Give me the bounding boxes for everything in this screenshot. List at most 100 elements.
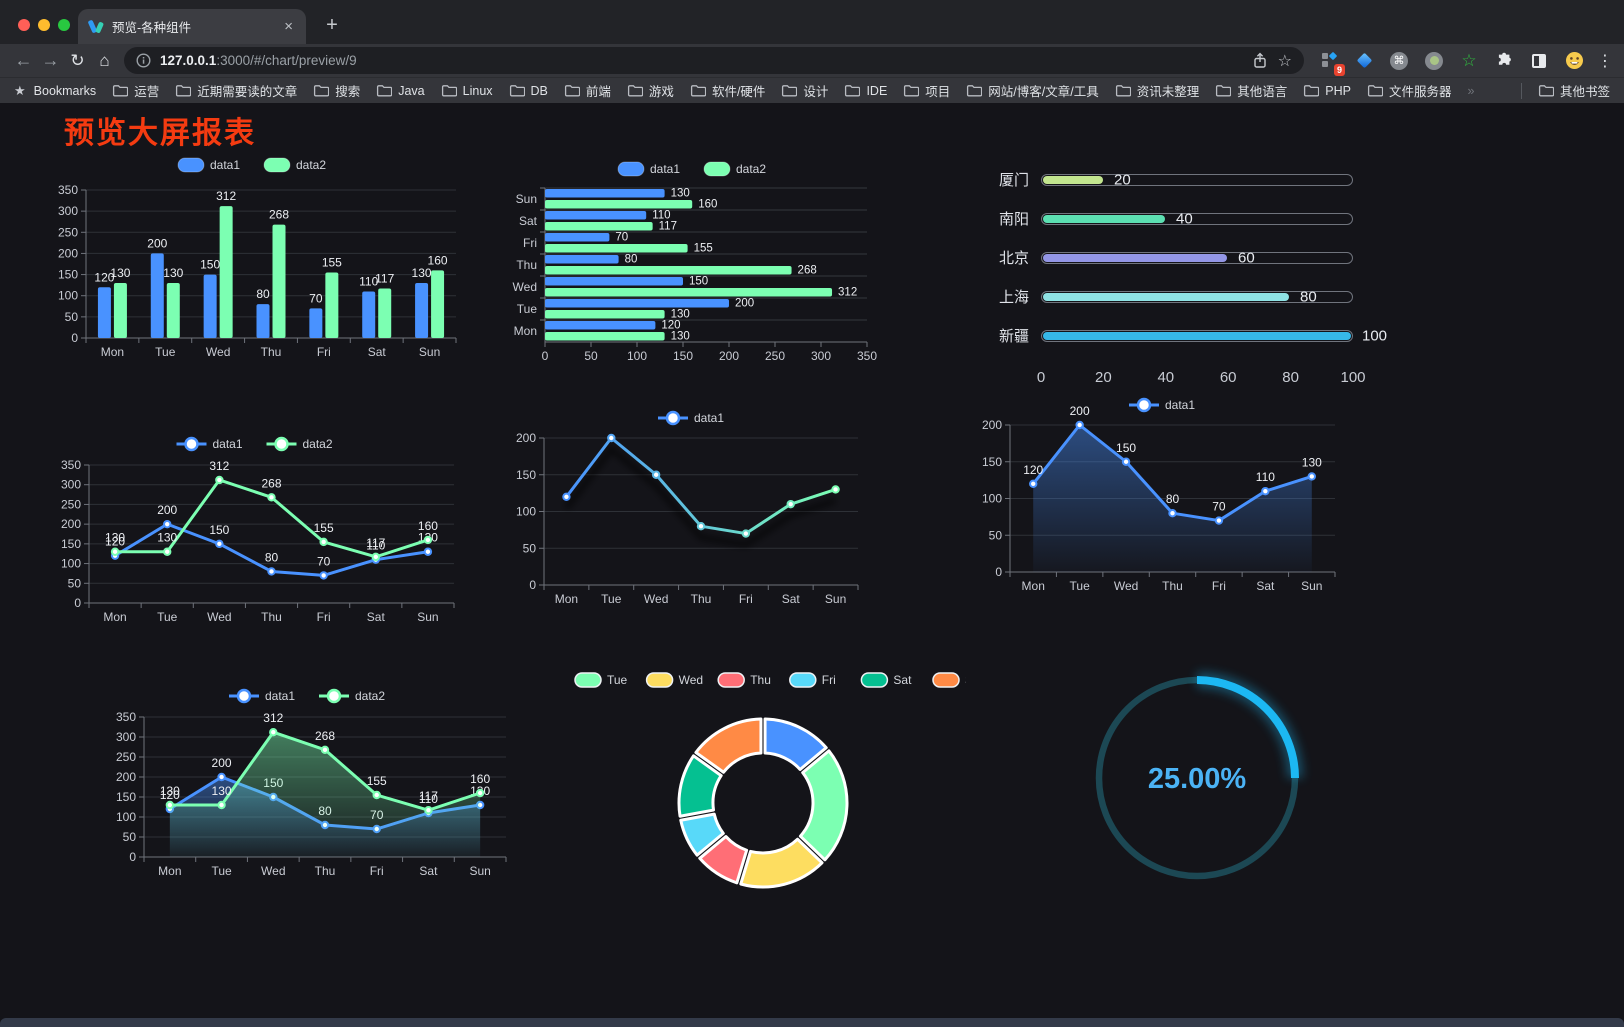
bookmark-folder[interactable]: 其他语言 bbox=[1215, 81, 1287, 100]
tab-close-icon[interactable]: × bbox=[284, 18, 293, 35]
capsule-category-label: 厦门 bbox=[998, 172, 1029, 189]
pie-slice-wed[interactable] bbox=[739, 837, 824, 889]
svg-text:250: 250 bbox=[116, 750, 136, 764]
pie-slice-tue[interactable] bbox=[798, 749, 849, 862]
svg-text:130: 130 bbox=[671, 309, 690, 321]
svg-text:Sat: Sat bbox=[367, 610, 386, 624]
legend-item[interactable]: Wed bbox=[645, 672, 703, 688]
bookmark-folder[interactable]: 资讯未整理 bbox=[1115, 81, 1199, 100]
svg-text:Wed: Wed bbox=[261, 864, 285, 878]
back-button[interactable]: ← bbox=[14, 50, 33, 70]
browser-menu-icon[interactable]: ⋮ bbox=[1597, 52, 1614, 70]
legend-item[interactable]: Fri bbox=[789, 672, 836, 688]
bookmark-folder[interactable]: 文件服务器 bbox=[1367, 81, 1451, 100]
bookmark-star-icon[interactable]: ☆ bbox=[1277, 52, 1292, 70]
bookmarks-overflow-chevron[interactable]: » bbox=[1467, 83, 1475, 98]
legend-item[interactable]: Tue bbox=[574, 672, 628, 688]
svg-text:Wed: Wed bbox=[513, 280, 537, 294]
legend-item[interactable]: Thu bbox=[717, 672, 771, 688]
legend-item[interactable]: data1 bbox=[176, 436, 243, 452]
svg-text:150: 150 bbox=[61, 537, 81, 551]
legend-item[interactable]: data2 bbox=[319, 688, 385, 704]
legend-item[interactable]: data1 bbox=[229, 688, 295, 704]
pie-slice-thu[interactable] bbox=[698, 835, 749, 885]
contrast-extension-icon[interactable] bbox=[1528, 50, 1550, 72]
grouped-horizontal-bar-chart: data1 data2 0 50 100 150 200 250 300 350 Sun 130 160… bbox=[495, 152, 895, 383]
close-window-button[interactable] bbox=[18, 19, 30, 31]
bookmark-folder[interactable]: 前端 bbox=[564, 81, 611, 100]
share-icon[interactable] bbox=[1252, 52, 1268, 69]
bookmark-folder[interactable]: 项目 bbox=[903, 81, 950, 100]
bookmark-folder[interactable]: Linux bbox=[441, 84, 493, 98]
legend-item[interactable]: data1 bbox=[658, 410, 724, 426]
legend-item[interactable]: Sun bbox=[932, 672, 986, 688]
pie-slice-fri[interactable] bbox=[679, 812, 725, 857]
bookmark-folder[interactable]: 近期需要读的文章 bbox=[175, 81, 297, 100]
svg-text:data1: data1 bbox=[210, 158, 240, 172]
bookmarks-star-icon[interactable]: ★ bbox=[14, 82, 26, 98]
legend-item[interactable]: data2 bbox=[263, 157, 326, 173]
other-bookmarks-folder[interactable]: 其他书签 bbox=[1538, 81, 1610, 100]
gem-extension-icon[interactable] bbox=[1353, 50, 1375, 72]
page-title: 预览大屏报表 bbox=[64, 117, 256, 150]
forward-button[interactable]: → bbox=[41, 50, 60, 70]
svg-text:data1: data1 bbox=[265, 689, 295, 703]
new-tab-button[interactable]: + bbox=[326, 14, 338, 36]
command-extension-icon[interactable]: ⌘ bbox=[1388, 50, 1410, 72]
address-bar[interactable]: 127.0.0.1:3000/#/chart/preview/9 ☆ bbox=[124, 47, 1304, 74]
svg-text:0: 0 bbox=[129, 850, 136, 864]
two-series-line-chart: data1 data2 0 50 100 150 200 250 300 350 Mon Tue Wed… bbox=[45, 428, 470, 651]
bookmark-folder[interactable]: 搜索 bbox=[313, 81, 360, 100]
bookmark-folder[interactable]: 运营 bbox=[112, 81, 159, 100]
svg-text:250: 250 bbox=[765, 349, 785, 363]
capsule-value: 60 bbox=[1238, 249, 1255, 266]
bookmark-folder-label: DB bbox=[530, 83, 548, 98]
bookmark-folder[interactable]: DB bbox=[509, 84, 548, 98]
legend-item[interactable]: data2 bbox=[266, 436, 333, 452]
svg-text:160: 160 bbox=[428, 253, 448, 267]
pie-slice-sat[interactable] bbox=[677, 754, 723, 818]
legend-item[interactable]: data1 bbox=[1129, 397, 1195, 413]
minimize-window-button[interactable] bbox=[38, 19, 50, 31]
pie-slice-mon[interactable] bbox=[763, 717, 828, 771]
pie-slice-sun[interactable] bbox=[694, 717, 763, 774]
browser-tab[interactable]: 预览-各种组件 × bbox=[78, 9, 306, 44]
url-text[interactable]: 127.0.0.1:3000/#/chart/preview/9 bbox=[160, 53, 1242, 68]
svg-text:Thu: Thu bbox=[516, 258, 537, 272]
bookmark-folder[interactable]: 游戏 bbox=[627, 81, 674, 100]
bookmark-folder-label: Java bbox=[398, 83, 425, 98]
legend-item[interactable]: Sat bbox=[860, 672, 912, 688]
green-star-extension-icon[interactable]: ☆ bbox=[1461, 50, 1477, 70]
tab-manager-extension-icon[interactable]: 9 bbox=[1318, 50, 1345, 76]
svg-text:155: 155 bbox=[314, 521, 334, 535]
svg-text:100: 100 bbox=[61, 557, 81, 571]
axis-tick-label: 80 bbox=[1282, 369, 1299, 386]
svg-text:150: 150 bbox=[982, 455, 1002, 469]
svg-text:150: 150 bbox=[689, 276, 708, 288]
svg-text:0: 0 bbox=[71, 331, 78, 345]
recorder-extension-icon[interactable] bbox=[1423, 50, 1445, 72]
svg-text:data2: data2 bbox=[355, 689, 385, 703]
capsule-fill bbox=[1043, 292, 1289, 301]
site-info-icon[interactable] bbox=[136, 53, 151, 68]
bookmark-folder[interactable]: IDE bbox=[844, 84, 887, 98]
bookmark-folder[interactable]: 网站/博客/文章/工具 bbox=[966, 81, 1099, 100]
bookmark-folder[interactable]: PHP bbox=[1303, 84, 1351, 98]
home-button[interactable]: ⌂ bbox=[99, 50, 110, 70]
bookmark-folder[interactable]: 软件/硬件 bbox=[690, 81, 765, 100]
bookmarks-root-label[interactable]: Bookmarks bbox=[33, 83, 97, 98]
legend-item[interactable]: data2 bbox=[703, 161, 766, 177]
bookmarks-bar: ★ Bookmarks 运营 近期需要读的文章 搜索 Java Linux DB 前端 游戏 软… bbox=[0, 77, 1624, 103]
svg-text:130: 130 bbox=[157, 531, 177, 545]
svg-text:Fri: Fri bbox=[523, 236, 537, 250]
bookmark-folder[interactable]: Java bbox=[376, 83, 425, 98]
svg-text:Mon: Mon bbox=[101, 345, 124, 359]
emoji-extension-icon[interactable] bbox=[1563, 50, 1585, 72]
reload-button[interactable]: ↻ bbox=[70, 50, 85, 70]
bookmark-folder[interactable]: 设计 bbox=[781, 81, 828, 100]
bookmark-folder-label: 近期需要读的文章 bbox=[197, 85, 298, 99]
legend-item[interactable]: data1 bbox=[177, 157, 240, 173]
fullscreen-window-button[interactable] bbox=[58, 19, 70, 31]
puzzle-extensions-icon[interactable] bbox=[1493, 50, 1515, 72]
legend-item[interactable]: data1 bbox=[617, 161, 680, 177]
